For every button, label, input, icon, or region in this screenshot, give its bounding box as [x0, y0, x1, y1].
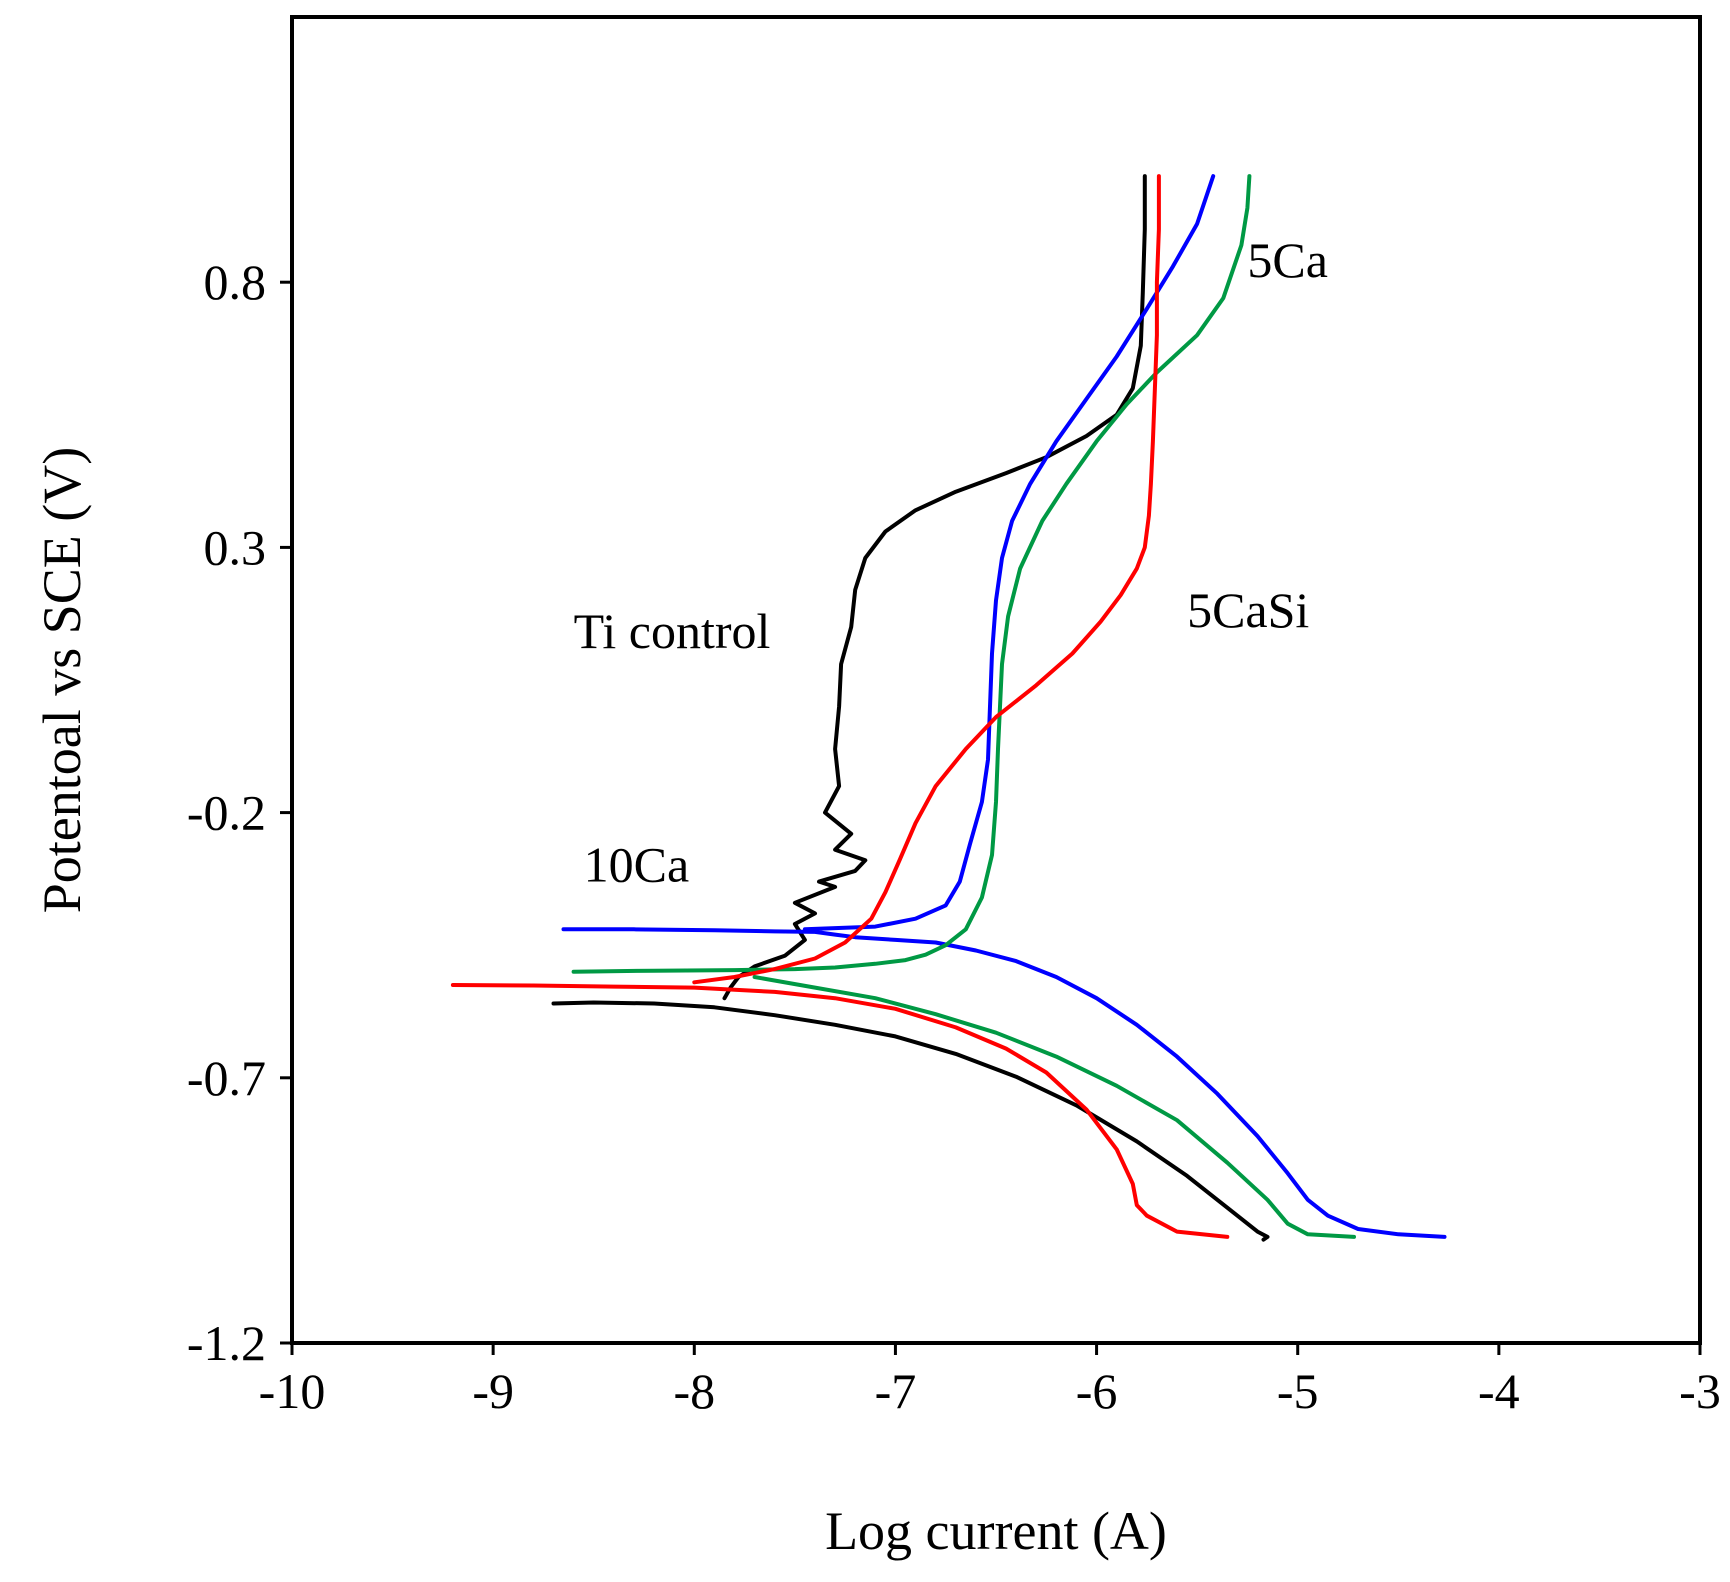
plot-frame: [290, 15, 1702, 1345]
y-tick-label: -1.2: [187, 1315, 266, 1371]
x-axis-title: Log current (A): [825, 1501, 1167, 1561]
series-line-5ca: [571, 174, 1356, 1239]
series-line-5casi: [450, 174, 1230, 1239]
x-axis-ticks: -10 -9 -8 -7 -6 -5 -4 -3: [259, 1343, 1721, 1419]
annotation-ti-control: Ti control: [574, 603, 771, 659]
annotation-5ca: 5Ca: [1247, 232, 1328, 288]
series-group: [450, 174, 1447, 1242]
y-tick-label: -0.7: [187, 1050, 266, 1106]
series-line-ti-control: [551, 174, 1270, 1242]
x-tick-label: -4: [1478, 1363, 1520, 1419]
series-line-10ca: [561, 174, 1447, 1239]
annotation-5casi: 5CaSi: [1187, 582, 1309, 638]
x-tick-label: -9: [472, 1363, 514, 1419]
y-axis-ticks: -1.2 -0.7 -0.2 0.3 0.8: [187, 254, 292, 1371]
annotation-10ca: 10Ca: [584, 837, 690, 893]
x-tick-label: -8: [673, 1363, 715, 1419]
x-tick-label: -10: [259, 1363, 326, 1419]
x-tick-label: -5: [1277, 1363, 1319, 1419]
curve-annotations: 5Ca 5CaSi Ti control 10Ca: [574, 232, 1328, 893]
y-tick-label: 0.8: [204, 254, 267, 310]
y-axis-title: Potentoal vs SCE (V): [32, 447, 92, 914]
y-tick-label: -0.2: [187, 785, 266, 841]
y-tick-label: 0.3: [204, 519, 267, 575]
x-tick-label: -3: [1679, 1363, 1721, 1419]
x-tick-label: -7: [875, 1363, 917, 1419]
x-tick-label: -6: [1076, 1363, 1118, 1419]
